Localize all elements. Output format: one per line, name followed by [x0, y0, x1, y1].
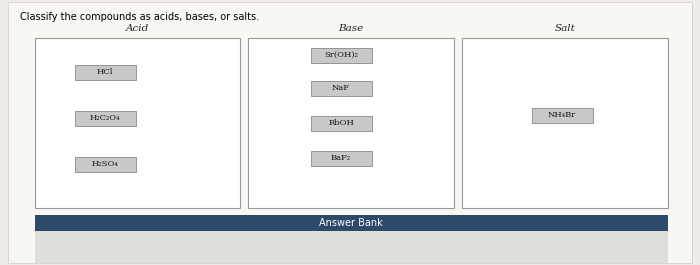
FancyBboxPatch shape: [74, 111, 136, 126]
FancyBboxPatch shape: [35, 38, 240, 208]
FancyBboxPatch shape: [74, 157, 136, 171]
Text: Sr(OH)₂: Sr(OH)₂: [324, 51, 358, 59]
FancyBboxPatch shape: [462, 38, 668, 208]
FancyBboxPatch shape: [311, 81, 372, 95]
Text: BaF₂: BaF₂: [331, 154, 351, 162]
FancyBboxPatch shape: [35, 215, 668, 231]
FancyBboxPatch shape: [531, 108, 592, 122]
FancyBboxPatch shape: [35, 231, 668, 263]
FancyBboxPatch shape: [8, 2, 692, 263]
FancyBboxPatch shape: [74, 64, 136, 80]
FancyBboxPatch shape: [248, 38, 454, 208]
Text: Salt: Salt: [554, 24, 575, 33]
Text: RbOH: RbOH: [328, 119, 354, 127]
FancyBboxPatch shape: [311, 47, 372, 63]
Text: Classify the compounds as acids, bases, or salts.: Classify the compounds as acids, bases, …: [20, 12, 259, 22]
Text: H₂SO₄: H₂SO₄: [92, 160, 118, 168]
Text: Acid: Acid: [126, 24, 149, 33]
Text: Base: Base: [338, 24, 363, 33]
Text: HCl: HCl: [97, 68, 113, 76]
Text: Answer Bank: Answer Bank: [319, 218, 383, 228]
Text: H₂C₂O₄: H₂C₂O₄: [90, 114, 120, 122]
Text: NaF: NaF: [332, 84, 350, 92]
FancyBboxPatch shape: [311, 116, 372, 130]
FancyBboxPatch shape: [311, 151, 372, 166]
Text: NH₄Br: NH₄Br: [548, 111, 576, 119]
